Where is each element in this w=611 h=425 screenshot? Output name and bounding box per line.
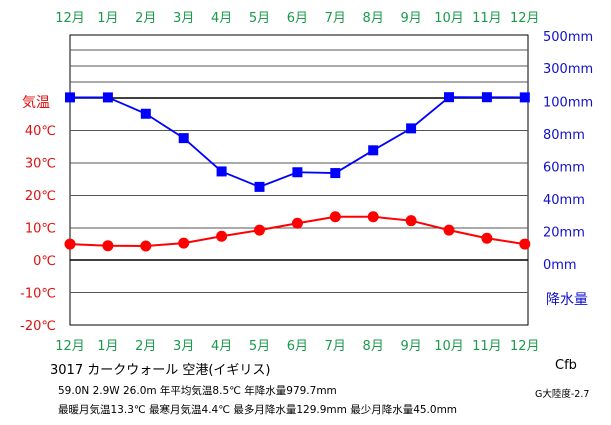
month-label-bottom: 7月 xyxy=(325,339,346,354)
month-label-bottom: 9月 xyxy=(400,339,421,354)
temperature-point xyxy=(481,232,493,244)
month-label-top: 10月 xyxy=(434,11,464,26)
month-label-bottom: 6月 xyxy=(287,339,308,354)
month-label-bottom: 11月 xyxy=(472,339,502,354)
month-label-top: 7月 xyxy=(325,11,346,26)
precipitation-tick-label: 300mm xyxy=(543,62,593,77)
precipitation-point xyxy=(65,92,75,103)
month-label-top: 2月 xyxy=(135,11,156,26)
month-label-bottom: 8月 xyxy=(363,339,384,354)
precipitation-point xyxy=(102,92,113,103)
precipitation-point xyxy=(481,92,492,103)
station-extremes: 最暖月気温13.3℃ 最寒月気温4.4℃ 最多月降水量129.9mm 最少月降水… xyxy=(58,404,458,416)
month-label-bottom: 10月 xyxy=(434,339,464,354)
chart-grid xyxy=(69,34,529,326)
temperature-point xyxy=(367,211,379,223)
precipitation-axis-ticks: 500mm 300mm 100mm 80mm 60mm 40mm 20mm 0mm xyxy=(543,30,593,273)
month-label-bottom: 12月 xyxy=(510,339,540,354)
precipitation-point xyxy=(444,92,454,103)
temperature-axis-ticks: 40℃ 30℃ 20℃ 10℃ 0℃ -10℃ -20℃ xyxy=(20,124,56,334)
station-summary: 59.0N 2.9W 26.0m 年平均気温8.5℃ 年降水量979.7mm xyxy=(58,385,337,397)
month-label-bottom: 1月 xyxy=(97,339,118,354)
month-label-top: 1月 xyxy=(97,11,118,26)
precipitation-point xyxy=(368,145,379,156)
plot-frame xyxy=(69,34,529,326)
month-label-top: 12月 xyxy=(55,11,85,26)
precipitation-tick-label: 40mm xyxy=(543,193,585,208)
climate-class: Cfb xyxy=(555,358,577,373)
month-label-bottom: 5月 xyxy=(249,339,270,354)
series-markers xyxy=(64,92,531,252)
precipitation-tick-label: 100mm xyxy=(543,96,593,111)
temperature-point xyxy=(443,224,455,236)
precipitation-point xyxy=(216,166,227,177)
precipitation-tick-label: 60mm xyxy=(543,161,585,176)
temperature-tick-label: 0℃ xyxy=(33,254,56,269)
month-label-bottom: 12月 xyxy=(55,339,85,354)
temperature-axis-title: 気温 xyxy=(22,95,50,111)
temperature-point xyxy=(64,238,76,250)
temperature-point xyxy=(405,215,417,227)
precipitation-tick-label: 80mm xyxy=(543,128,585,143)
precipitation-tick-label: 500mm xyxy=(543,30,593,45)
temperature-point xyxy=(519,238,531,250)
precipitation-point xyxy=(519,92,530,103)
top-month-labels: 12月 1月 2月 3月 4月 5月 6月 7月 8月 9月 10月 11月 12月 xyxy=(55,11,539,26)
temperature-point xyxy=(329,211,341,223)
bottom-month-labels: 12月 1月 2月 3月 4月 5月 6月 7月 8月 9月 10月 11月 12月 xyxy=(55,339,539,354)
precipitation-point xyxy=(292,167,303,178)
temperature-tick-label: 30℃ xyxy=(25,157,56,172)
month-label-top: 4月 xyxy=(211,11,232,26)
month-label-bottom: 4月 xyxy=(211,339,232,354)
precipitation-point xyxy=(140,108,151,119)
temperature-tick-label: 10℃ xyxy=(25,222,56,237)
month-label-top: 6月 xyxy=(287,11,308,26)
precipitation-point xyxy=(178,133,189,144)
temperature-point xyxy=(140,240,152,252)
temperature-tick-label: 20℃ xyxy=(25,189,56,204)
month-label-top: 5月 xyxy=(249,11,270,26)
month-label-bottom: 3月 xyxy=(173,339,194,354)
month-label-top: 12月 xyxy=(510,11,540,26)
month-label-top: 11月 xyxy=(472,11,502,26)
month-label-top: 9月 xyxy=(400,11,421,26)
temperature-point xyxy=(291,217,303,229)
precipitation-axis-title: 降水量 xyxy=(546,292,588,308)
precipitation-point xyxy=(254,181,265,192)
precipitation-tick-label: 0mm xyxy=(543,258,577,273)
precipitation-tick-label: 20mm xyxy=(543,226,585,241)
month-label-top: 8月 xyxy=(363,11,384,26)
temperature-point xyxy=(216,230,228,242)
temperature-tick-label: -20℃ xyxy=(20,319,56,334)
month-label-top: 3月 xyxy=(173,11,194,26)
temperature-tick-label: 40℃ xyxy=(25,124,56,139)
temperature-point xyxy=(102,240,114,252)
temperature-tick-label: -10℃ xyxy=(20,287,56,302)
temperature-point xyxy=(254,224,265,236)
station-title: 3017 カークウォール 空港(イギリス) xyxy=(50,363,271,378)
precipitation-point xyxy=(406,123,417,134)
month-label-bottom: 2月 xyxy=(135,339,156,354)
precipitation-point xyxy=(330,168,341,179)
continentality-index: G大陸度-2.7 xyxy=(535,389,590,400)
temperature-point xyxy=(178,237,190,249)
